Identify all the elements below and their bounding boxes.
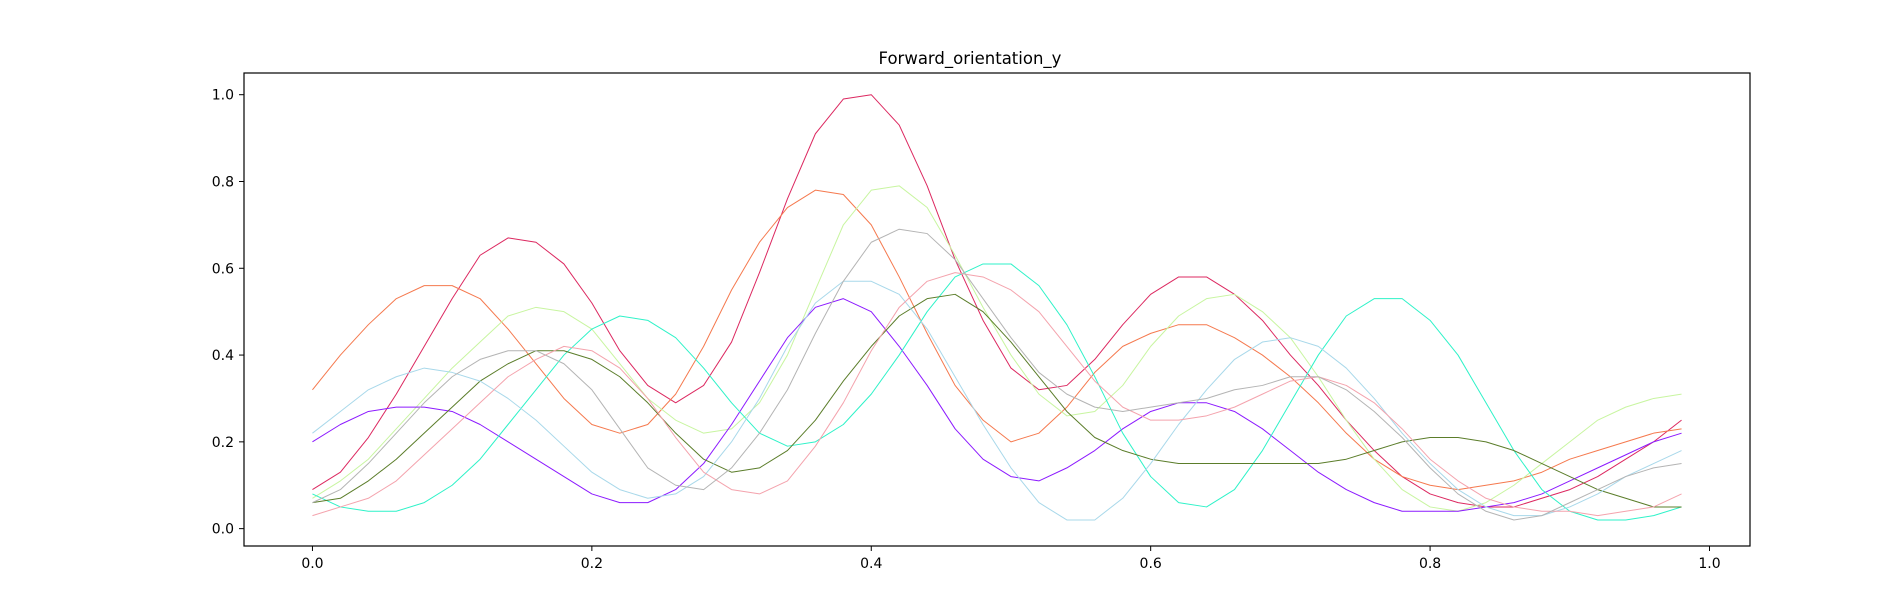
x-tick-label: 1.0 [1698, 556, 1720, 572]
series-line-5 [312, 263, 1682, 521]
y-tick-label: 0.8 [212, 174, 234, 190]
series-line-3 [312, 185, 1682, 512]
x-tick-label: 0.6 [1140, 556, 1162, 572]
series-line-4 [312, 298, 1682, 512]
plot-area [243, 72, 1751, 547]
y-tick-label: 0.6 [212, 261, 234, 277]
series-line-6 [312, 293, 1682, 508]
chart-title: Forward_orientation_y [879, 49, 1062, 69]
x-tick-label: 0.2 [581, 556, 603, 572]
series-line-9 [312, 228, 1682, 521]
y-tick-label: 1.0 [212, 88, 234, 104]
axes-layer: 0.0 0.2 0.4 0.6 0.8 1.0 0.0 0.2 0.4 0.6 0.8 1.0 [212, 88, 1721, 572]
x-tick-label: 0.8 [1419, 556, 1441, 572]
series-line-8 [312, 272, 1682, 517]
series-line-7 [312, 280, 1682, 521]
x-tick-label: 0.4 [860, 556, 882, 572]
series-line-2 [312, 189, 1682, 491]
series-layer [312, 94, 1682, 521]
y-tick-label: 0.4 [212, 348, 234, 364]
y-tick-label: 0.2 [212, 435, 234, 451]
x-tick-label: 0.0 [301, 556, 323, 572]
y-tick-label: 0.0 [212, 522, 234, 538]
series-line-1 [312, 94, 1682, 508]
